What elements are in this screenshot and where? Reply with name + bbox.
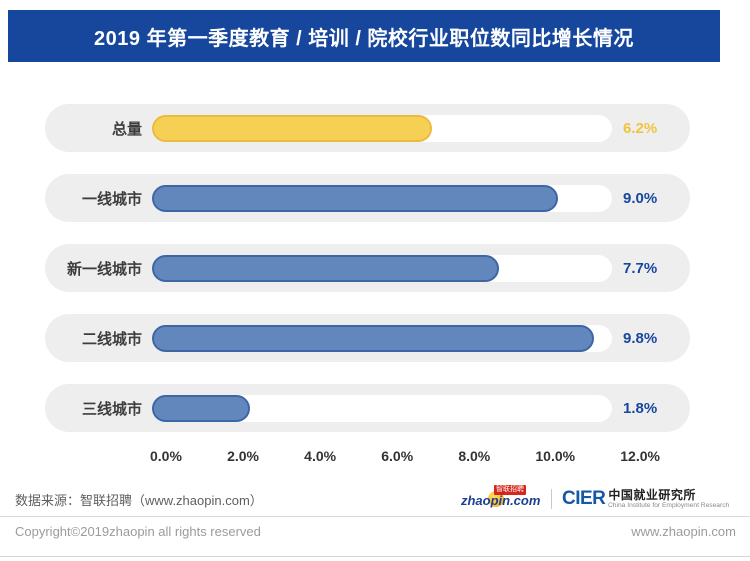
footer-logos: zhaopin.com 智联招聘 CIER 中国就业研究所 China Inst… — [460, 485, 736, 511]
cier-name-cn: 中国就业研究所 — [608, 487, 696, 502]
bar — [152, 254, 500, 282]
footer-copyright-row: Copyright©2019zhaopin all rights reserve… — [0, 517, 750, 545]
value-label: 6.2% — [623, 119, 658, 137]
bar — [152, 394, 250, 422]
chart-row: 一线城市 9.0% — [45, 174, 690, 222]
x-axis-tick-label: 10.0% — [535, 448, 576, 464]
x-axis-tick-label: 6.0% — [381, 448, 414, 464]
x-axis: 0.0% 2.0% 4.0% 6.0% 8.0% 10.0% 12.0% — [150, 448, 660, 464]
chart-row: 二线城市 9.8% — [45, 314, 690, 362]
footer-source-row: 数据来源：智联招聘（www.zhaopin.com） zhaopin.com 智… — [0, 485, 750, 512]
copyright-text: Copyright©2019zhaopin all rights reserve… — [15, 523, 261, 539]
cier-name-en: China Institute for Employment Research — [608, 501, 730, 509]
bar-track — [152, 114, 612, 142]
bar-track — [152, 254, 612, 282]
chart-row: 新一线城市 7.7% — [45, 244, 690, 292]
infographic-page: 2019 年第一季度教育 / 培训 / 院校行业职位数同比增长情况 总量 6.2… — [0, 10, 750, 557]
footer-divider — [0, 516, 750, 517]
x-axis-tick-label: 2.0% — [227, 448, 259, 464]
chart-title: 2019 年第一季度教育 / 培训 / 院校行业职位数同比增长情况 — [94, 27, 634, 50]
zhaopin-logo-text: zhaopin.com — [460, 493, 541, 508]
zhaopin-logo: zhaopin.com 智联招聘 — [460, 485, 541, 511]
value-label: 1.8% — [623, 399, 658, 417]
x-axis-tick-label: 4.0% — [304, 448, 337, 464]
value-label: 7.7% — [623, 259, 658, 277]
category-label: 总量 — [111, 120, 142, 138]
category-label: 新一线城市 — [66, 260, 142, 278]
category-label: 一线城市 — [81, 190, 142, 208]
website-text: www.zhaopin.com — [631, 523, 736, 539]
bar — [152, 324, 594, 352]
x-axis-tick-label: 12.0% — [620, 448, 660, 464]
chart-title-bar: 2019 年第一季度教育 / 培训 / 院校行业职位数同比增长情况 — [8, 10, 720, 62]
cier-logo: CIER 中国就业研究所 China Institute for Employm… — [561, 487, 736, 510]
chart-row: 总量 6.2% — [45, 104, 690, 152]
chart-row: 三线城市 1.8% — [45, 384, 690, 432]
category-label: 二线城市 — [81, 330, 142, 348]
bar-track — [152, 184, 612, 212]
cier-names: 中国就业研究所 China Institute for Employment R… — [608, 487, 736, 510]
logo-divider — [550, 489, 552, 509]
cier-acronym: CIER — [561, 487, 606, 509]
bar — [152, 114, 432, 142]
category-label: 三线城市 — [81, 400, 142, 418]
x-axis-tick-label: 8.0% — [458, 448, 491, 464]
bar-track — [152, 324, 612, 352]
bar-chart: 总量 6.2% 一线城市 9.0% 新一线城市 7.7% 二线城市 9.8% 三… — [45, 104, 690, 432]
bar-track — [152, 394, 612, 422]
zhaopin-badge: 智联招聘 — [493, 485, 526, 495]
zhaopin-sun-icon — [487, 491, 504, 507]
value-label: 9.8% — [623, 329, 658, 347]
data-source-text: 数据来源：智联招聘（www.zhaopin.com） — [15, 492, 263, 508]
x-axis-tick-label: 0.0% — [150, 448, 182, 464]
value-label: 9.0% — [623, 189, 658, 207]
bar — [152, 184, 558, 212]
